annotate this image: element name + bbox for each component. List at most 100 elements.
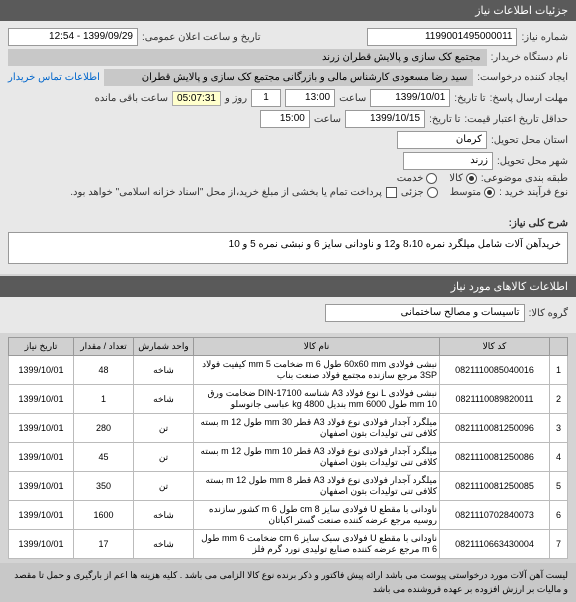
table-cell: 280 xyxy=(74,414,134,443)
desc-box: خریدآهن آلات شامل میلگرد نمره 8،10 و12 و… xyxy=(8,232,568,264)
topic-radio-group: کالا خدمت xyxy=(397,173,477,184)
table-cell: 1 xyxy=(550,356,568,385)
table-cell: 7 xyxy=(550,530,568,559)
delivery-city-field: زرند xyxy=(403,152,493,170)
page-header: جزئیات اطلاعات نیاز xyxy=(0,0,576,21)
group-field: تاسیسات و مصالح ساختمانی xyxy=(325,304,525,322)
table-cell: نبشی فولادی L نوع فولاد A3 شناسه DIN-171… xyxy=(194,385,440,414)
table-cell: تن xyxy=(134,443,194,472)
table-row: 70821110663430004ناودانی با مقطع U فولاد… xyxy=(9,530,568,559)
table-cell: 1600 xyxy=(74,501,134,530)
delivery-state-label: استان محل تحویل: xyxy=(491,135,568,146)
footer-note: لیست آهن آلات مورد درخواستی پیوست می باش… xyxy=(0,563,576,602)
time2-field: 15:00 xyxy=(260,110,310,128)
table-cell: شاخه xyxy=(134,385,194,414)
table-cell: 1399/10/01 xyxy=(9,385,74,414)
col-qty: تعداد / مقدار xyxy=(74,338,134,356)
radio-dot-checked-2 xyxy=(484,187,495,198)
table-cell: میلگرد آجدار فولادی نوع فولاد A3 قطر mm … xyxy=(194,443,440,472)
col-name: نام کالا xyxy=(194,338,440,356)
process-opt2-label: جزئی xyxy=(401,187,424,198)
delivery-state-field: کرمان xyxy=(397,131,487,149)
table-cell: میلگرد آجدار فولادی نوع فولاد A3 قطر mm … xyxy=(194,472,440,501)
checkbox-1[interactable] xyxy=(386,187,397,198)
process-label: نوع فرآیند خرید : xyxy=(499,187,568,198)
table-row: 40821110081250086میلگرد آجدار فولادی نوع… xyxy=(9,443,568,472)
table-cell: 6 xyxy=(550,501,568,530)
table-cell: شاخه xyxy=(134,356,194,385)
table-cell: شاخه xyxy=(134,501,194,530)
table-cell: 1 xyxy=(74,385,134,414)
process-note: پرداخت تمام یا بخشی از مبلغ خرید،از محل … xyxy=(8,187,382,198)
time-label-2: ساعت xyxy=(314,114,341,125)
to-date-label: تا تاریخ: xyxy=(454,93,485,104)
goods-section-title: اطلاعات کالاهای مورد نیاز xyxy=(0,276,576,297)
table-cell: 0821110663430004 xyxy=(440,530,550,559)
table-cell: 45 xyxy=(74,443,134,472)
table-row: 50821110081250085میلگرد آجدار فولادی نوع… xyxy=(9,472,568,501)
buyer-org-label: نام دستگاه خریدار: xyxy=(491,52,568,63)
group-label: گروه کالا: xyxy=(529,308,568,319)
table-cell: ناودانی با مقطع U فولادی سبک سایز cm 6 ض… xyxy=(194,530,440,559)
col-code: کد کالا xyxy=(440,338,550,356)
table-cell: شاخه xyxy=(134,530,194,559)
creator-field: سید رضا مسعودی کارشناس مالی و بازرگانی م… xyxy=(104,69,473,86)
table-cell: 0821110089820011 xyxy=(440,385,550,414)
desc-title-label: شرح کلی نیاز: xyxy=(509,218,568,229)
table-cell: 1399/10/01 xyxy=(9,472,74,501)
table-cell: 350 xyxy=(74,472,134,501)
header-title: جزئیات اطلاعات نیاز xyxy=(475,5,568,17)
creator-label: ایجاد کننده درخواست: xyxy=(477,72,568,83)
table-cell: 1399/10/01 xyxy=(9,356,74,385)
table-cell: 2 xyxy=(550,385,568,414)
table-row: 30821110081250096میلگرد آجدار فولادی نوع… xyxy=(9,414,568,443)
table-cell: ناودانی با مقطع U فولادی سایز cm 8 طول m… xyxy=(194,501,440,530)
process-radio-2[interactable]: جزئی xyxy=(401,187,438,198)
announce-field: 1399/09/29 - 12:54 xyxy=(8,28,138,46)
radio-dot-checked xyxy=(466,173,477,184)
remain-label: ساعت باقی مانده xyxy=(95,93,168,104)
process-radio-1[interactable]: متوسط xyxy=(450,187,495,198)
table-cell: میلگرد آجدار فولادی نوع فولاد A3 قطر mm … xyxy=(194,414,440,443)
table-body: 10821110085040016نبشی فولادی 60x60 mm طو… xyxy=(9,356,568,559)
table-cell: 1399/10/01 xyxy=(9,443,74,472)
table-cell: 1399/10/01 xyxy=(9,414,74,443)
date2-field: 1399/10/15 xyxy=(345,110,425,128)
col-unit: واحد شمارش xyxy=(134,338,194,356)
days-label: روز و xyxy=(225,93,247,104)
table-cell: 0821110081250096 xyxy=(440,414,550,443)
process-radio-group: متوسط جزئی xyxy=(401,187,495,198)
table-cell: تن xyxy=(134,414,194,443)
table-row: 10821110085040016نبشی فولادی 60x60 mm طو… xyxy=(9,356,568,385)
process-opt1-label: متوسط xyxy=(450,187,481,198)
table-cell: 17 xyxy=(74,530,134,559)
col-num xyxy=(550,338,568,356)
need-no-label: شماره نیاز: xyxy=(521,32,568,43)
deadline-label: مهلت ارسال پاسخ: xyxy=(490,93,568,104)
goods-table-wrap: کد کالا نام کالا واحد شمارش تعداد / مقدا… xyxy=(8,337,568,559)
radio-dot-2 xyxy=(427,187,438,198)
table-row: 60821110702840073ناودانی با مقطع U فولاد… xyxy=(9,501,568,530)
table-cell: 1399/10/01 xyxy=(9,501,74,530)
table-cell: 3 xyxy=(550,414,568,443)
table-cell: 1399/10/01 xyxy=(9,530,74,559)
radio-dot xyxy=(426,173,437,184)
time1-field: 13:00 xyxy=(285,89,335,107)
table-cell: 5 xyxy=(550,472,568,501)
service-radio[interactable]: خدمت xyxy=(397,173,438,184)
time-label-1: ساعت xyxy=(339,93,366,104)
contact-link[interactable]: اطلاعات تماس خریدار xyxy=(8,72,100,83)
min-valid-label: حداقل تاریخ اعتبار قیمت: xyxy=(464,114,568,125)
table-cell: 0821110081250086 xyxy=(440,443,550,472)
form-area: شماره نیاز: 1199001495000011 تاریخ و ساع… xyxy=(0,21,576,209)
timer-field: 05:07:31 xyxy=(172,91,221,106)
service-radio-label: خدمت xyxy=(397,173,424,184)
table-cell: 0821110081250085 xyxy=(440,472,550,501)
table-header-row: کد کالا نام کالا واحد شمارش تعداد / مقدا… xyxy=(9,338,568,356)
goods-radio[interactable]: کالا xyxy=(449,173,477,184)
delivery-city-label: شهر محل تحویل: xyxy=(497,156,568,167)
need-no-field: 1199001495000011 xyxy=(367,28,517,46)
announce-label: تاریخ و ساعت اعلان عمومی: xyxy=(142,32,261,43)
table-cell: 0821110085040016 xyxy=(440,356,550,385)
table-cell: 4 xyxy=(550,443,568,472)
